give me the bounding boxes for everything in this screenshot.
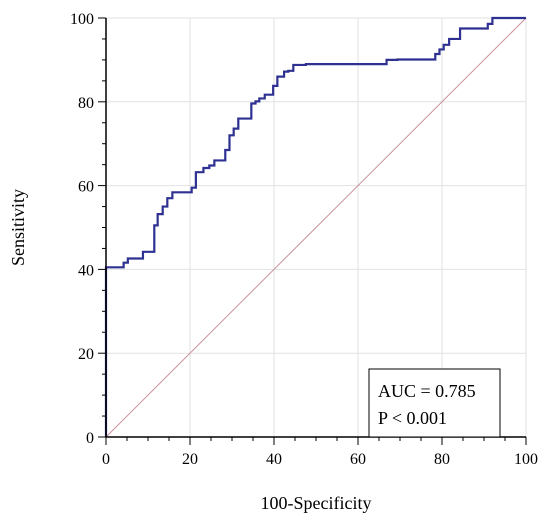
y-axis-title: Sensitivity (8, 189, 28, 266)
y-tick-label-60: 60 (78, 179, 94, 196)
x-axis-ticks: 0 20 40 60 80 100 (102, 437, 538, 468)
y-tick-label-0: 0 (86, 430, 94, 447)
y-tick-label-40: 40 (78, 262, 94, 279)
auc-value-text: AUC = 0.785 (378, 381, 476, 401)
y-tick-label-80: 80 (78, 95, 94, 112)
x-tick-label-80: 80 (434, 451, 450, 468)
x-axis-title: 100-Specificity (261, 493, 372, 513)
x-tick-label-40: 40 (266, 451, 282, 468)
p-value-text: P < 0.001 (378, 408, 447, 428)
y-tick-label-20: 20 (78, 346, 94, 363)
auc-annotation-box: AUC = 0.785 P < 0.001 (368, 368, 501, 438)
reference-diagonal-line (105, 17, 527, 438)
x-tick-label-20: 20 (182, 451, 198, 468)
roc-curve-line (104, 16, 526, 437)
y-tick-label-100: 100 (70, 11, 94, 28)
annotation-frame (368, 368, 501, 438)
x-tick-label-60: 60 (350, 451, 366, 468)
x-tick-label-100: 100 (514, 451, 538, 468)
y-axis-ticks: 0 20 40 60 80 100 (70, 11, 106, 447)
x-tick-label-0: 0 (102, 451, 110, 468)
